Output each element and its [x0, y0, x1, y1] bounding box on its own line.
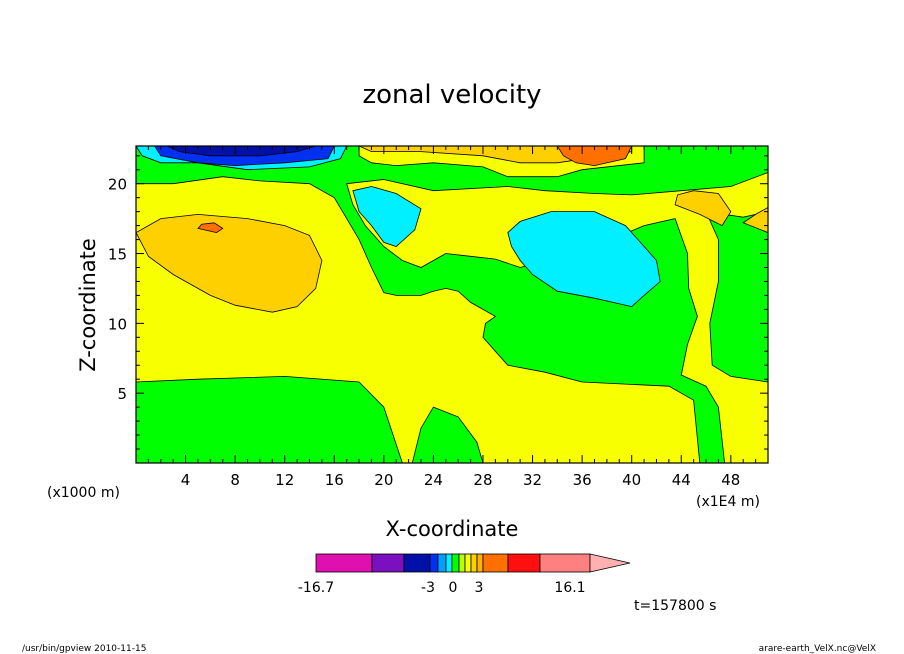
- y-tick-label: 20: [108, 176, 127, 194]
- contour-region-6: [674, 190, 732, 227]
- x-tick-label: 32: [523, 471, 542, 489]
- colorbar-segment: [470, 553, 478, 573]
- x-unit-note: (x1E4 m): [696, 494, 760, 510]
- colorbar-segment: [507, 553, 541, 573]
- contour-region-13: [352, 186, 422, 247]
- colorbar-segment: [464, 553, 472, 573]
- colorbar-segment: [476, 553, 484, 573]
- colorbar-min-label: -16.7: [298, 580, 334, 596]
- colorbar-segment: [437, 553, 447, 573]
- x-tick-label: 4: [181, 471, 191, 489]
- colorbar-mid-label: 0: [449, 580, 458, 596]
- x-tick-label: 28: [473, 471, 492, 489]
- colorbar-mid-label: 3: [475, 580, 484, 596]
- y-unit-note: (x1000 m): [47, 485, 120, 501]
- x-tick-label: 48: [721, 471, 740, 489]
- colorbar-segment: [429, 553, 439, 573]
- time-label: t=157800 s: [634, 598, 716, 614]
- x-tick-label: 20: [374, 471, 393, 489]
- contour-region-2: [346, 171, 769, 464]
- y-tick-label: 10: [108, 315, 127, 333]
- contour-region-9: [197, 222, 224, 234]
- colorbar-segment: [315, 553, 373, 573]
- x-tick-label: 24: [424, 471, 443, 489]
- colorbar-arrow: [589, 553, 631, 573]
- x-tick-label: 40: [622, 471, 641, 489]
- colorbar-segment: [371, 553, 405, 573]
- colorbar-segment: [539, 553, 591, 573]
- contour-region-14: [507, 211, 661, 308]
- x-tick-label: 8: [230, 471, 240, 489]
- colorbar-max-label: 16.1: [554, 580, 585, 596]
- x-tick-label: 44: [672, 471, 691, 489]
- colorbar-segment: [482, 553, 509, 573]
- colorbar-segment: [445, 553, 453, 573]
- y-axis-ticks: 5 10 15 20: [108, 155, 768, 450]
- y-axis-title: Z-coordinate: [76, 238, 100, 372]
- footer-left-note: /usr/bin/gpview 2010-11-15: [22, 644, 146, 654]
- colorbar-segment: [403, 553, 431, 573]
- colorbar-segment: [458, 553, 466, 573]
- x-tick-label: 16: [325, 471, 344, 489]
- contour-fills: [135, 145, 769, 464]
- colorbar-segment: [451, 553, 460, 573]
- footer-right-note: arare-earth_VelX.nc@VelX: [759, 644, 876, 654]
- colorbar-mid-label: -3: [421, 580, 435, 596]
- x-axis-title: X-coordinate: [386, 517, 519, 541]
- colorbar: [315, 553, 631, 573]
- y-tick-label: 5: [117, 385, 127, 403]
- x-axis-ticks: 4 8 12 16 20 24 28 32 36 40 44 48: [147, 146, 757, 489]
- x-tick-label: 12: [275, 471, 294, 489]
- plot-frame: [135, 145, 769, 464]
- y-tick-label: 15: [108, 246, 127, 264]
- chart-title: zonal velocity: [362, 80, 541, 110]
- contour-region-5: [135, 213, 323, 313]
- colorbar-labels: -16.7 -3 0 3 16.1: [298, 580, 586, 596]
- x-tick-label: 36: [573, 471, 592, 489]
